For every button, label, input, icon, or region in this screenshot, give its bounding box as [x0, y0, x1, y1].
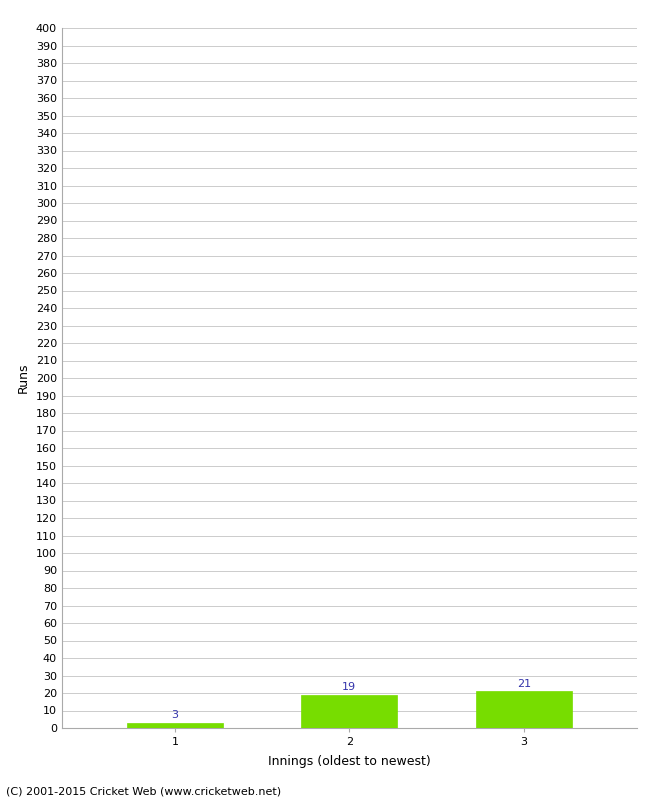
Text: 19: 19 — [343, 682, 356, 692]
Text: 3: 3 — [172, 710, 179, 720]
Y-axis label: Runs: Runs — [17, 362, 30, 394]
Text: 21: 21 — [517, 678, 531, 689]
X-axis label: Innings (oldest to newest): Innings (oldest to newest) — [268, 755, 431, 768]
Text: (C) 2001-2015 Cricket Web (www.cricketweb.net): (C) 2001-2015 Cricket Web (www.cricketwe… — [6, 786, 281, 796]
Bar — [127, 722, 223, 728]
Bar — [302, 694, 397, 728]
Bar — [476, 691, 571, 728]
